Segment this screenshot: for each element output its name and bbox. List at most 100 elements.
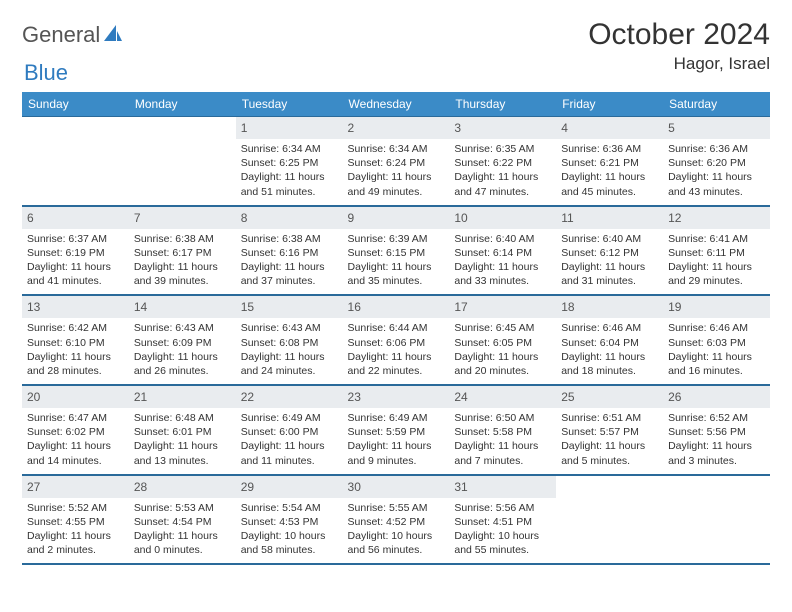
calendar-cell: 26 Sunrise: 6:52 AMSunset: 5:56 PMDayligh… bbox=[663, 385, 770, 475]
day-body: Sunrise: 6:47 AMSunset: 6:02 PMDaylight:… bbox=[22, 408, 129, 474]
daylight-line: Daylight: 11 hours and 9 minutes. bbox=[348, 439, 445, 467]
daylight-line: Daylight: 11 hours and 43 minutes. bbox=[668, 170, 765, 198]
day-number: 29 bbox=[236, 476, 343, 498]
day-number: 28 bbox=[129, 476, 236, 498]
day-body: Sunrise: 6:46 AMSunset: 6:04 PMDaylight:… bbox=[556, 318, 663, 384]
sunrise-line: Sunrise: 6:48 AM bbox=[134, 411, 231, 425]
day-number: 24 bbox=[449, 386, 556, 408]
day-number: 1 bbox=[236, 117, 343, 139]
calendar-cell: 12Sunrise: 6:41 AMSunset: 6:11 PMDayligh… bbox=[663, 206, 770, 296]
sunset-line: Sunset: 5:59 PM bbox=[348, 425, 445, 439]
calendar-cell: 21Sunrise: 6:48 AMSunset: 6:01 PMDayligh… bbox=[129, 385, 236, 475]
daylight-line: Daylight: 11 hours and 31 minutes. bbox=[561, 260, 658, 288]
sunset-line: Sunset: 6:08 PM bbox=[241, 336, 338, 350]
day-body: Sunrise: 5:54 AMSunset: 4:53 PMDaylight:… bbox=[236, 498, 343, 564]
day-number: 12 bbox=[663, 207, 770, 229]
daylight-line: Daylight: 11 hours and 49 minutes. bbox=[348, 170, 445, 198]
calendar-cell bbox=[22, 117, 129, 206]
sunset-line: Sunset: 6:06 PM bbox=[348, 336, 445, 350]
daylight-line: Daylight: 11 hours and 26 minutes. bbox=[134, 350, 231, 378]
sunrise-line: Sunrise: 6:36 AM bbox=[561, 142, 658, 156]
day-number: 30 bbox=[343, 476, 450, 498]
sunset-line: Sunset: 5:58 PM bbox=[454, 425, 551, 439]
sail-icon bbox=[102, 23, 124, 48]
day-number: 16 bbox=[343, 296, 450, 318]
daylight-line: Daylight: 11 hours and 33 minutes. bbox=[454, 260, 551, 288]
sunrise-line: Sunrise: 5:52 AM bbox=[27, 501, 124, 515]
day-body: Sunrise: 6:49 AMSunset: 6:00 PMDaylight:… bbox=[236, 408, 343, 474]
daylight-line: Daylight: 11 hours and 14 minutes. bbox=[27, 439, 124, 467]
daylight-line: Daylight: 11 hours and 18 minutes. bbox=[561, 350, 658, 378]
sunrise-line: Sunrise: 5:56 AM bbox=[454, 501, 551, 515]
sunset-line: Sunset: 4:54 PM bbox=[134, 515, 231, 529]
sunset-line: Sunset: 5:56 PM bbox=[668, 425, 765, 439]
day-body: Sunrise: 6:48 AMSunset: 6:01 PMDaylight:… bbox=[129, 408, 236, 474]
sunset-line: Sunset: 6:19 PM bbox=[27, 246, 124, 260]
day-body: Sunrise: 6:49 AMSunset: 5:59 PMDaylight:… bbox=[343, 408, 450, 474]
sunrise-line: Sunrise: 6:37 AM bbox=[27, 232, 124, 246]
sunrise-line: Sunrise: 6:43 AM bbox=[241, 321, 338, 335]
daylight-line: Daylight: 11 hours and 51 minutes. bbox=[241, 170, 338, 198]
day-header: Monday bbox=[129, 92, 236, 117]
sunset-line: Sunset: 6:09 PM bbox=[134, 336, 231, 350]
day-number: 26 bbox=[663, 386, 770, 408]
sunrise-line: Sunrise: 6:47 AM bbox=[27, 411, 124, 425]
sunset-line: Sunset: 6:05 PM bbox=[454, 336, 551, 350]
day-number: 27 bbox=[22, 476, 129, 498]
day-body: Sunrise: 6:34 AMSunset: 6:24 PMDaylight:… bbox=[343, 139, 450, 205]
daylight-line: Daylight: 11 hours and 11 minutes. bbox=[241, 439, 338, 467]
day-number: 22 bbox=[236, 386, 343, 408]
calendar-cell: 14Sunrise: 6:43 AMSunset: 6:09 PMDayligh… bbox=[129, 295, 236, 385]
daylight-line: Daylight: 11 hours and 47 minutes. bbox=[454, 170, 551, 198]
calendar-cell: 19Sunrise: 6:46 AMSunset: 6:03 PMDayligh… bbox=[663, 295, 770, 385]
sunset-line: Sunset: 6:00 PM bbox=[241, 425, 338, 439]
calendar-row: 27Sunrise: 5:52 AMSunset: 4:55 PMDayligh… bbox=[22, 475, 770, 565]
sunrise-line: Sunrise: 6:52 AM bbox=[668, 411, 765, 425]
daylight-line: Daylight: 10 hours and 58 minutes. bbox=[241, 529, 338, 557]
calendar-cell: 4 Sunrise: 6:36 AMSunset: 6:21 PMDaylight… bbox=[556, 117, 663, 206]
daylight-line: Daylight: 11 hours and 45 minutes. bbox=[561, 170, 658, 198]
brand-blue: Blue bbox=[24, 60, 772, 86]
daylight-line: Daylight: 11 hours and 28 minutes. bbox=[27, 350, 124, 378]
day-number: 5 bbox=[663, 117, 770, 139]
sunset-line: Sunset: 6:15 PM bbox=[348, 246, 445, 260]
sunset-line: Sunset: 6:20 PM bbox=[668, 156, 765, 170]
sunrise-line: Sunrise: 6:40 AM bbox=[454, 232, 551, 246]
sunset-line: Sunset: 6:21 PM bbox=[561, 156, 658, 170]
day-body: Sunrise: 5:53 AMSunset: 4:54 PMDaylight:… bbox=[129, 498, 236, 564]
sunset-line: Sunset: 6:04 PM bbox=[561, 336, 658, 350]
calendar-body: 1Sunrise: 6:34 AMSunset: 6:25 PMDaylight… bbox=[22, 117, 770, 565]
day-body: Sunrise: 6:46 AMSunset: 6:03 PMDaylight:… bbox=[663, 318, 770, 384]
sunset-line: Sunset: 6:02 PM bbox=[27, 425, 124, 439]
calendar-cell: 9Sunrise: 6:39 AMSunset: 6:15 PMDaylight… bbox=[343, 206, 450, 296]
day-body: Sunrise: 6:43 AMSunset: 6:08 PMDaylight:… bbox=[236, 318, 343, 384]
calendar-cell bbox=[663, 475, 770, 565]
day-body: Sunrise: 6:44 AMSunset: 6:06 PMDaylight:… bbox=[343, 318, 450, 384]
sunset-line: Sunset: 6:01 PM bbox=[134, 425, 231, 439]
day-body: Sunrise: 6:43 AMSunset: 6:09 PMDaylight:… bbox=[129, 318, 236, 384]
calendar-cell: 15Sunrise: 6:43 AMSunset: 6:08 PMDayligh… bbox=[236, 295, 343, 385]
sunset-line: Sunset: 4:51 PM bbox=[454, 515, 551, 529]
sunset-line: Sunset: 6:22 PM bbox=[454, 156, 551, 170]
sunrise-line: Sunrise: 6:38 AM bbox=[241, 232, 338, 246]
day-body: Sunrise: 5:55 AMSunset: 4:52 PMDaylight:… bbox=[343, 498, 450, 564]
day-number: 9 bbox=[343, 207, 450, 229]
daylight-line: Daylight: 11 hours and 41 minutes. bbox=[27, 260, 124, 288]
sunrise-line: Sunrise: 6:35 AM bbox=[454, 142, 551, 156]
daylight-line: Daylight: 11 hours and 16 minutes. bbox=[668, 350, 765, 378]
calendar-cell bbox=[556, 475, 663, 565]
sunset-line: Sunset: 5:57 PM bbox=[561, 425, 658, 439]
daylight-line: Daylight: 11 hours and 3 minutes. bbox=[668, 439, 765, 467]
day-body: Sunrise: 6:38 AMSunset: 6:17 PMDaylight:… bbox=[129, 229, 236, 295]
day-header: Wednesday bbox=[343, 92, 450, 117]
day-header-row: SundayMondayTuesdayWednesdayThursdayFrid… bbox=[22, 92, 770, 117]
daylight-line: Daylight: 11 hours and 7 minutes. bbox=[454, 439, 551, 467]
calendar-cell: 23Sunrise: 6:49 AMSunset: 5:59 PMDayligh… bbox=[343, 385, 450, 475]
calendar-cell: 16Sunrise: 6:44 AMSunset: 6:06 PMDayligh… bbox=[343, 295, 450, 385]
day-number: 11 bbox=[556, 207, 663, 229]
day-number: 4 bbox=[556, 117, 663, 139]
calendar-cell: 20Sunrise: 6:47 AMSunset: 6:02 PMDayligh… bbox=[22, 385, 129, 475]
day-number: 14 bbox=[129, 296, 236, 318]
day-body: Sunrise: 5:52 AMSunset: 4:55 PMDaylight:… bbox=[22, 498, 129, 564]
sunrise-line: Sunrise: 5:53 AM bbox=[134, 501, 231, 515]
